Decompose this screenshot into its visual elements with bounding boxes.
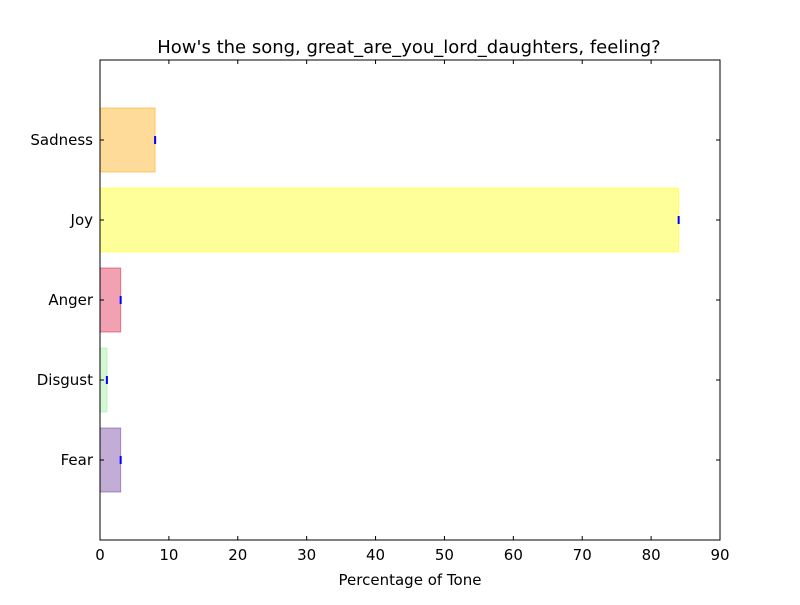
x-tick-label-90: 90: [710, 546, 729, 564]
plot-area-frame: [99, 59, 721, 541]
y-tick-label-fear: Fear: [61, 451, 94, 469]
x-tick-label-30: 30: [297, 546, 316, 564]
chart-title: How's the song, great_are_you_lord_daugh…: [157, 37, 660, 58]
x-tick-label-80: 80: [642, 546, 661, 564]
y-tick-label-sadness: Sadness: [30, 131, 93, 149]
x-tick-label-50: 50: [435, 546, 454, 564]
y-tick-label-anger: Anger: [48, 291, 94, 309]
x-axis-ticks: 0 10 20 30 40 50 60 70 80 90: [95, 60, 730, 564]
y-tick-label-disgust: Disgust: [37, 371, 93, 389]
x-axis-label: Percentage of Tone: [339, 571, 482, 589]
y-axis-ticks: Sadness Joy Anger Disgust Fear: [30, 131, 720, 469]
bar-sadness: [99, 107, 156, 173]
x-tick-label-20: 20: [228, 546, 247, 564]
x-tick-label-60: 60: [504, 546, 523, 564]
bars-layer: [99, 107, 680, 493]
bar-joy: [99, 187, 680, 253]
x-tick-label-0: 0: [95, 546, 105, 564]
x-tick-label-70: 70: [573, 546, 592, 564]
y-tick-label-joy: Joy: [70, 211, 94, 229]
x-tick-label-40: 40: [366, 546, 385, 564]
x-tick-label-10: 10: [159, 546, 178, 564]
